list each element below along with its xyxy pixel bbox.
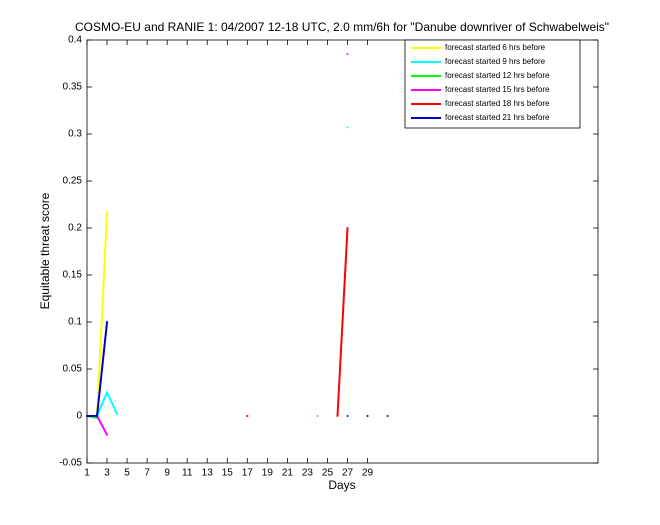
series-line [246,227,349,417]
series-line [86,321,389,417]
legend-label: forecast started 21 hrs before [445,113,550,122]
x-tick-label: 5 [124,468,130,479]
x-tick-label: 11 [182,468,193,479]
x-tick-label: 19 [262,468,274,479]
x-tick-label: 7 [144,468,150,479]
x-tick-label: 27 [342,468,354,479]
x-tick-label: 25 [322,468,334,479]
x-tick-label: 29 [362,468,374,479]
y-tick-label: 0.2 [68,223,82,234]
y-tick-label: 0.4 [68,35,82,46]
x-tick-label: 21 [282,468,294,479]
y-tick-label: 0.25 [63,176,83,187]
legend-label: forecast started 18 hrs before [445,99,550,108]
legend-label: forecast started 6 hrs before [445,43,546,52]
axes-box [86,39,599,464]
legend-label: forecast started 15 hrs before [445,85,550,94]
legend-label: forecast started 12 hrs before [445,71,550,80]
y-tick-label: 0.3 [68,129,82,140]
legend-box [404,39,581,129]
y-tick-label: 0.1 [68,317,82,328]
y-tick-label: 0 [76,411,82,422]
y-tick-label: 0.05 [63,364,83,375]
x-tick-label: 23 [302,468,314,479]
y-axis-label: Equitable threat score [38,192,52,309]
x-tick-label: 3 [104,468,110,479]
x-tick-label: 17 [242,468,254,479]
x-axis-label: Days [328,478,355,492]
x-tick-label: 9 [164,468,170,479]
y-tick-label: 0.15 [63,270,83,281]
x-tick-label: 13 [202,468,214,479]
x-tick-label: 15 [222,468,234,479]
y-tick-label: -0.05 [59,458,82,469]
legend-label: forecast started 9 hrs before [445,57,546,66]
y-tick-label: 0.35 [63,82,83,93]
x-tick-label: 1 [84,468,90,479]
legend: forecast started 6 hrs before forecast st… [404,39,581,129]
chart-title: COSMO-EU and RANIE 1: 04/2007 12-18 UTC,… [75,20,609,34]
